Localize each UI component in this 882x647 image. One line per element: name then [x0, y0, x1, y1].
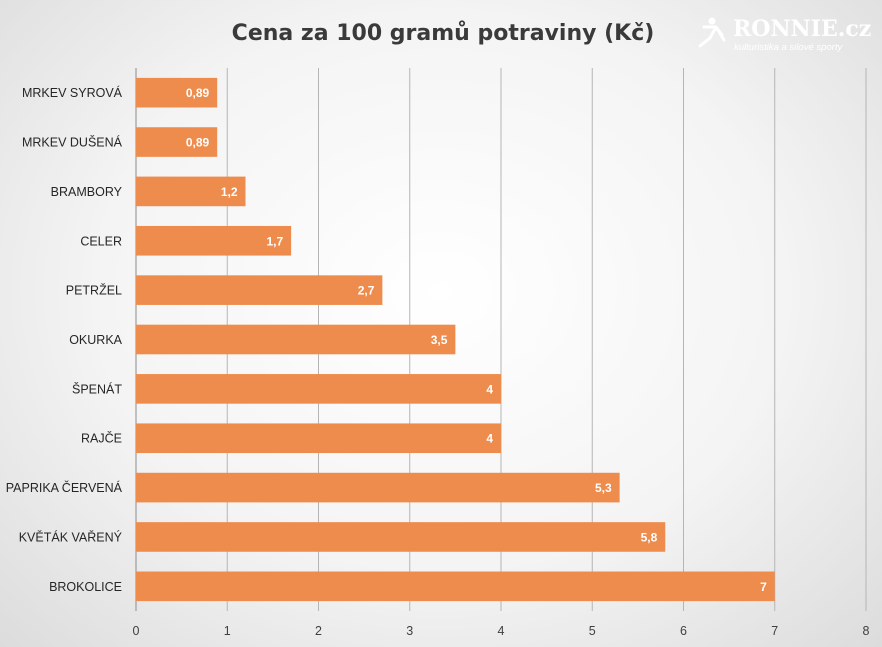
bar	[136, 127, 218, 157]
x-tick-label: 7	[771, 624, 778, 638]
x-tick-label: 5	[589, 624, 596, 638]
bar	[136, 423, 501, 454]
bar	[136, 324, 456, 355]
chart-title: Cena za 100 gramů potraviny (Kč)	[232, 21, 655, 46]
category-label: BRAMBORY	[51, 185, 123, 199]
category-label: OKURKA	[69, 333, 122, 347]
category-label: PAPRIKA ČERVENÁ	[6, 480, 123, 495]
watermark-logo: RONNIE.cz kulturistika a silové sporty	[698, 16, 871, 53]
bar	[136, 374, 501, 404]
data-label: 4	[486, 432, 493, 446]
bar	[136, 472, 620, 503]
bar	[136, 176, 246, 207]
bar	[136, 522, 666, 552]
data-label: 5,8	[641, 530, 658, 544]
x-tick-label: 3	[406, 624, 413, 638]
data-label: 1,2	[221, 185, 238, 199]
category-labels: MRKEV SYROVÁ MRKEV DUŠENÁ BRAMBORY CELER PET…	[6, 85, 123, 594]
data-label: 7	[760, 580, 767, 594]
logo-name: RONNIE.cz	[733, 16, 871, 42]
category-label: ŠPENÁT	[72, 381, 122, 396]
bars: 0,89 0,89 1,2 1,7 2,7 3,5 4 4 5,3 5,8 7	[136, 77, 775, 602]
x-tick-label: 6	[680, 624, 687, 638]
data-label: 0,89	[186, 136, 210, 150]
category-label: KVĚTÁK VAŘENÝ	[19, 529, 123, 544]
bar	[136, 77, 218, 108]
data-label: 0,89	[186, 86, 210, 100]
x-tick-label: 4	[498, 624, 505, 638]
x-tick-label: 8	[863, 624, 870, 638]
bar	[136, 275, 383, 305]
category-label: BROKOLICE	[49, 580, 122, 594]
category-label: RAJČE	[81, 431, 122, 446]
gridlines	[135, 68, 867, 611]
x-tick-label: 1	[224, 624, 231, 638]
x-axis-tick-labels: 0 1 2 3 4 5 6 7 8	[133, 624, 870, 638]
category-label: PETRŽEL	[66, 283, 122, 298]
bar	[136, 225, 292, 256]
bar	[136, 571, 775, 602]
logo-tagline: kulturistika a silové sporty	[734, 42, 843, 53]
runner-icon	[698, 17, 726, 48]
data-label: 5,3	[595, 481, 612, 495]
x-tick-label: 0	[133, 624, 140, 638]
data-label: 2,7	[358, 284, 375, 298]
category-label: MRKEV DUŠENÁ	[22, 135, 123, 150]
data-label: 4	[486, 382, 493, 396]
category-label: CELER	[80, 234, 122, 248]
x-tick-label: 2	[315, 624, 322, 638]
data-label: 3,5	[431, 333, 448, 347]
category-label: MRKEV SYROVÁ	[22, 85, 123, 100]
data-label: 1,7	[266, 234, 283, 248]
